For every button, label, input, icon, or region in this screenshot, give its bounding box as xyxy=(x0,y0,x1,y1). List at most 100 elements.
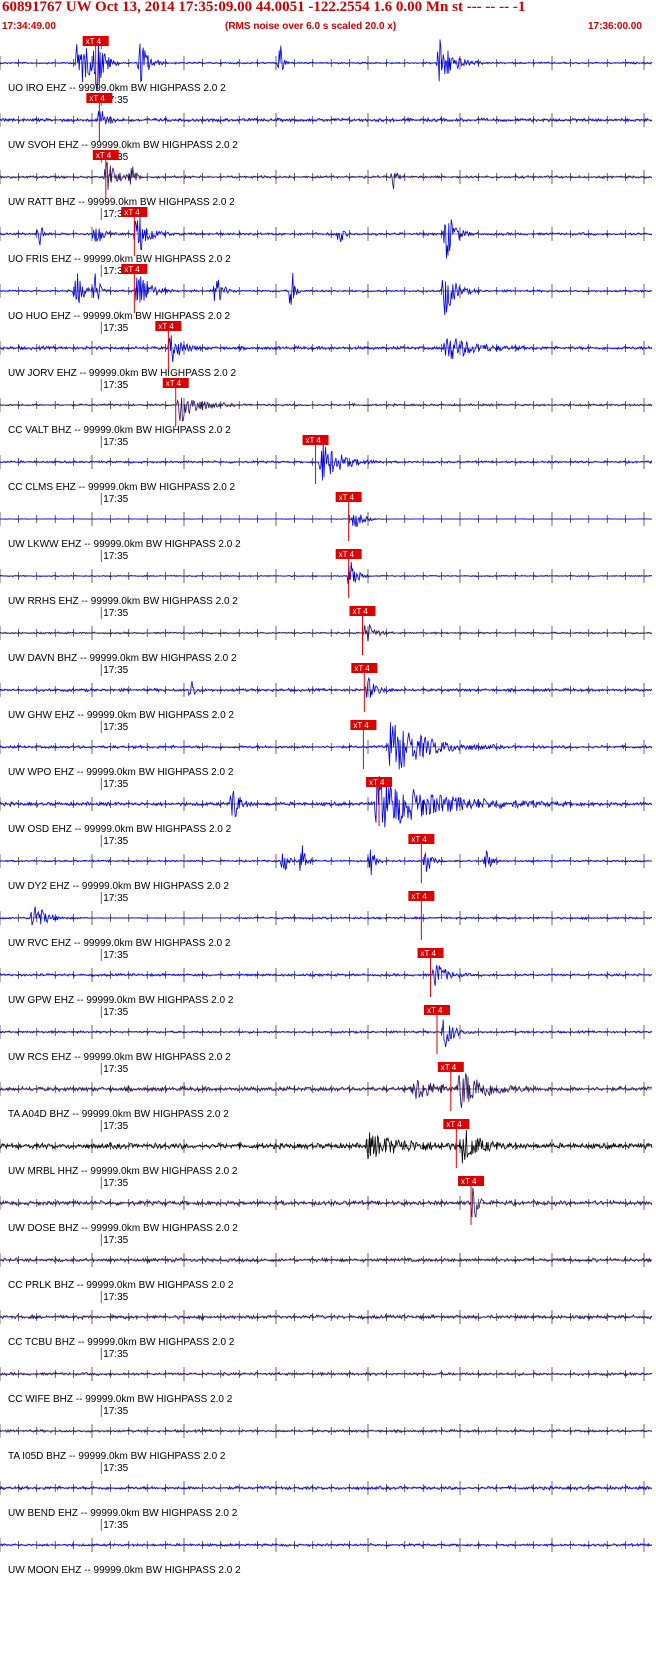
pick-marker xyxy=(408,834,435,844)
pick-label: xT 4 xyxy=(446,1120,462,1129)
pick-label: xT 4 xyxy=(411,892,427,901)
minute-label: 17:35 xyxy=(103,1178,128,1189)
pick-label: xT 4 xyxy=(441,1063,457,1072)
waveform-trace xyxy=(0,1484,653,1491)
station-label: CC WIFE BHZ -- 99999.0km BW HIGHPASS 2.0… xyxy=(8,1394,233,1405)
minute-label: 17:35 xyxy=(103,893,128,904)
pick-marker xyxy=(121,207,148,217)
pick-label: xT 4 xyxy=(339,493,355,502)
pick-label: xT 4 xyxy=(411,835,427,844)
pick-label: xT 4 xyxy=(306,436,322,445)
pick-marker xyxy=(92,150,119,160)
station-label: UW BEND EHZ -- 99999.0km BW HIGHPASS 2.0… xyxy=(8,1508,238,1519)
waveform-trace xyxy=(0,561,653,585)
minute-label: 17:35 xyxy=(103,950,128,961)
waveform-trace xyxy=(0,906,653,926)
station-label: TA I05D BHZ -- 99999.0km BW HIGHPASS 2.0… xyxy=(8,1451,226,1462)
pick-marker xyxy=(458,1176,485,1186)
pick-marker xyxy=(350,720,377,730)
pick-label: xT 4 xyxy=(354,664,370,673)
station-label: UW MRBL HHZ -- 99999.0km BW HIGHPASS 2.0… xyxy=(8,1166,238,1177)
waveform-trace xyxy=(0,676,653,698)
waveform-trace xyxy=(0,1428,653,1434)
pick-marker xyxy=(335,492,362,502)
station-label: CC VALT BHZ -- 99999.0km BW HIGHPASS 2.0… xyxy=(8,425,231,436)
waveform-trace xyxy=(0,1072,653,1108)
waveform-trace xyxy=(0,39,653,91)
waveform-trace xyxy=(0,1313,653,1321)
waveform-trace xyxy=(0,1187,653,1218)
pick-label: xT 4 xyxy=(421,949,437,958)
pick-label: xT 4 xyxy=(89,94,105,103)
pick-marker xyxy=(86,93,113,103)
waveform-trace xyxy=(0,273,653,316)
minute-label: 17:35 xyxy=(103,95,128,106)
pick-label: xT 4 xyxy=(86,37,102,46)
pick-marker xyxy=(121,264,148,274)
pick-label: xT 4 xyxy=(352,607,368,616)
waveform-trace xyxy=(0,443,653,481)
pick-marker xyxy=(162,378,189,388)
minute-label: 17:35 xyxy=(103,209,128,220)
minute-label: 17:35 xyxy=(103,1064,128,1075)
pick-label: xT 4 xyxy=(427,1006,443,1015)
station-label: UO IRO EHZ -- 99999.0km BW HIGHPASS 2.0 … xyxy=(8,83,226,94)
pick-label: xT 4 xyxy=(461,1177,477,1186)
waveform-trace xyxy=(0,1130,653,1164)
minute-label: 17:35 xyxy=(103,608,128,619)
scaling-note: (RMS noise over 6.0 s scaled 20.0 x) xyxy=(225,21,397,32)
waveform-trace xyxy=(0,775,653,828)
pick-label: xT 4 xyxy=(166,379,182,388)
waveform-trace xyxy=(0,845,653,876)
pick-label: xT 4 xyxy=(158,322,174,331)
station-label: UW DAVN BHZ -- 99999.0km BW HIGHPASS 2.0… xyxy=(8,653,237,664)
station-label: UW SVOH EHZ -- 99999.0km BW HIGHPASS 2.0… xyxy=(8,140,238,151)
station-label: CC TCBU BHZ -- 99999.0km BW HIGHPASS 2.0… xyxy=(8,1337,235,1348)
pick-marker xyxy=(424,1005,450,1015)
waveform-trace xyxy=(0,216,653,259)
pick-marker xyxy=(437,1062,464,1072)
station-label: UW RATT BHZ -- 99999.0km BW HIGHPASS 2.0… xyxy=(8,197,235,208)
station-label: UW DOSE BHZ -- 99999.0km BW HIGHPASS 2.0… xyxy=(8,1223,238,1234)
waveform-trace xyxy=(0,162,653,190)
station-label: CC CLMS EHZ -- 99999.0km BW HIGHPASS 2.0… xyxy=(8,482,236,493)
station-label: UW MOON EHZ -- 99999.0km BW HIGHPASS 2.0… xyxy=(8,1565,241,1576)
station-label: UO HUO EHZ -- 99999.0km BW HIGHPASS 2.0 … xyxy=(8,311,231,322)
pick-marker xyxy=(351,663,378,673)
pick-marker xyxy=(443,1119,470,1129)
minute-label: 17:35 xyxy=(103,836,128,847)
station-label: UW OSD EHZ -- 99999.0km BW HIGHPASS 2.0 … xyxy=(8,824,232,835)
pick-label: xT 4 xyxy=(96,151,112,160)
pick-marker xyxy=(302,435,329,445)
waveform-trace xyxy=(0,623,653,642)
waveform-trace xyxy=(0,1371,653,1377)
minute-label: 17:35 xyxy=(103,551,128,562)
pick-label: xT 4 xyxy=(124,265,140,274)
waveform-trace xyxy=(0,397,653,422)
pick-label: xT 4 xyxy=(353,721,369,730)
pick-label: xT 4 xyxy=(339,550,355,559)
minute-label: 17:35 xyxy=(103,1007,128,1018)
station-label: UW JORV EHZ -- 99999.0km BW HIGHPASS 2.0… xyxy=(8,368,236,379)
waveform-trace xyxy=(0,1256,653,1264)
waveform-trace xyxy=(0,335,653,363)
station-label: CC PRLK BHZ -- 99999.0km BW HIGHPASS 2.0… xyxy=(8,1280,234,1291)
pick-marker xyxy=(335,549,362,559)
minute-label: 17:35 xyxy=(103,722,128,733)
station-label: UW RCS EHZ -- 99999.0km BW HIGHPASS 2.0 … xyxy=(8,1052,231,1063)
minute-label: 17:35 xyxy=(103,1349,128,1360)
station-label: UW LKWW EHZ -- 99999.0km BW HIGHPASS 2.0… xyxy=(8,539,241,550)
station-label: UW GHW EHZ -- 99999.0km BW HIGHPASS 2.0 … xyxy=(8,710,234,721)
station-label: UW DY2 EHZ -- 99999.0km BW HIGHPASS 2.0 … xyxy=(8,881,229,892)
event-title: 60891767 UW Oct 13, 2014 17:35:09.00 44.… xyxy=(2,0,526,15)
waveform-trace xyxy=(0,111,653,126)
minute-label: 17:35 xyxy=(103,665,128,676)
minute-label: 17:35 xyxy=(103,779,128,790)
waveform-trace xyxy=(0,1542,653,1548)
pick-marker xyxy=(349,606,376,616)
pick-label: xT 4 xyxy=(369,778,385,787)
pick-label: xT 4 xyxy=(124,208,140,217)
minute-label: 17:35 xyxy=(103,1463,128,1474)
minute-label: 17:35 xyxy=(103,1520,128,1531)
